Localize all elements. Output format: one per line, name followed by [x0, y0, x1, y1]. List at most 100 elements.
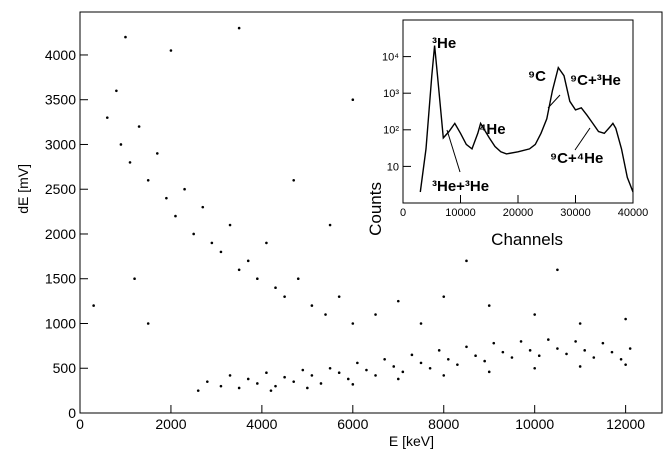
point: [210, 241, 214, 245]
point: [533, 366, 536, 370]
point: [206, 380, 209, 383]
point: [137, 125, 141, 128]
point: [328, 223, 332, 227]
point: [487, 370, 491, 374]
annotation-arrow: [547, 94, 561, 109]
point: [237, 268, 241, 272]
point: [328, 366, 332, 370]
y-tick-label: 1500: [45, 271, 76, 287]
point: [533, 313, 536, 316]
annotation-arrow: [574, 127, 591, 151]
point: [283, 375, 286, 379]
point: [310, 374, 314, 377]
point: [410, 353, 414, 357]
point: [565, 352, 568, 356]
point: [256, 277, 259, 281]
point: [510, 356, 514, 359]
point: [356, 361, 359, 365]
point: [619, 357, 623, 361]
point: [128, 161, 132, 164]
point: [155, 152, 159, 155]
point: [119, 143, 123, 146]
point: [519, 340, 523, 343]
point: [219, 250, 223, 254]
annotation: ⁹C+⁴He: [550, 150, 603, 167]
point: [437, 349, 441, 352]
point: [351, 98, 355, 102]
point: [337, 295, 341, 298]
point: [474, 354, 477, 358]
point: [351, 322, 355, 325]
annotation-arrow: [446, 129, 461, 173]
point: [374, 313, 377, 316]
point: [228, 223, 232, 227]
point: [578, 322, 582, 325]
point: [556, 268, 559, 272]
point: [374, 374, 377, 377]
point: [465, 345, 468, 349]
y-axis-label: Counts: [366, 182, 385, 236]
point: [446, 357, 450, 361]
point: [556, 347, 559, 350]
annotation: ³He+³He: [432, 178, 489, 195]
point: [201, 205, 205, 209]
point: [428, 366, 432, 370]
point: [301, 368, 305, 372]
x-tick-label: 4000: [246, 416, 277, 432]
point: [346, 377, 350, 381]
point: [183, 187, 186, 191]
point: [578, 365, 582, 368]
y-tick-label: 4000: [45, 47, 76, 63]
x-tick-label: 30000: [560, 207, 591, 219]
y-tick-label: 3500: [45, 92, 76, 108]
point: [501, 350, 505, 354]
y-tick-label: 3000: [45, 136, 76, 152]
x-tick-label: 2000: [155, 416, 186, 432]
point: [265, 371, 268, 375]
point: [306, 386, 309, 390]
point: [401, 370, 405, 374]
x-tick-label: 10000: [445, 207, 476, 219]
point: [283, 295, 286, 298]
point: [537, 354, 541, 358]
y-tick-label: 10²: [383, 125, 399, 137]
point: [296, 277, 300, 281]
point: [487, 304, 491, 307]
point: [442, 374, 446, 377]
x-tick-label: 0: [76, 416, 84, 432]
x-tick-label: 10000: [515, 416, 554, 432]
x-tick-label: 8000: [428, 416, 459, 432]
y-tick-label: 10⁴: [382, 51, 399, 63]
point: [610, 350, 614, 354]
point: [292, 178, 296, 182]
point: [601, 341, 605, 345]
point: [174, 214, 177, 218]
point: [228, 374, 232, 377]
point: [351, 383, 355, 386]
x-tick-label: 40000: [618, 207, 649, 219]
point: [146, 178, 150, 182]
point: [383, 357, 386, 361]
point: [292, 380, 296, 383]
point: [246, 259, 250, 263]
y-tick-label: 10: [387, 161, 399, 173]
point: [574, 340, 577, 343]
point: [146, 322, 150, 325]
point: [624, 363, 627, 366]
point: [269, 389, 273, 392]
y-tick-label: 1000: [45, 315, 76, 331]
point: [624, 317, 627, 321]
point: [115, 89, 118, 93]
spectrum-line: [419, 45, 634, 193]
x-tick-label: 20000: [503, 207, 534, 219]
point: [105, 116, 109, 119]
annotation: ⁴He: [479, 121, 506, 138]
point: [324, 313, 327, 316]
y-tick-label: 2500: [45, 181, 76, 197]
point: [419, 361, 423, 365]
point: [237, 26, 241, 30]
point: [365, 368, 368, 372]
y-tick-label: 10³: [383, 88, 399, 100]
point: [265, 241, 268, 245]
